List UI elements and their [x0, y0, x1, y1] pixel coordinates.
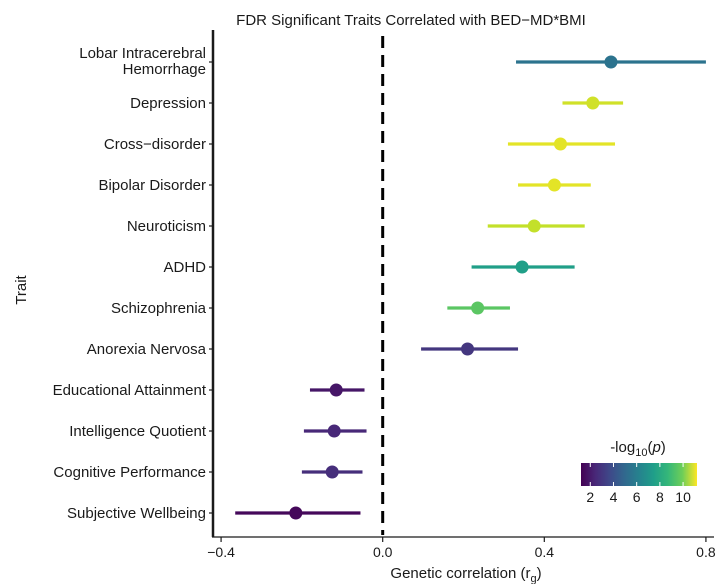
estimate-point-depression: [586, 96, 600, 110]
trait-label-anorexia-nervosa: Anorexia Nervosa: [87, 341, 207, 358]
estimate-point-cross-disorder: [553, 137, 567, 151]
trait-label-cognitive-performance: Cognitive Performance: [53, 464, 206, 481]
x-tick-label: 0.0: [373, 544, 393, 560]
estimate-point-subjective-wellbeing: [289, 506, 303, 520]
estimate-point-lobar-intracerebral-hemorrhage: [604, 55, 618, 69]
trait-label-bipolar-disorder: Bipolar Disorder: [98, 177, 206, 194]
x-tick-label: 0.4: [535, 544, 555, 560]
estimate-point-cognitive-performance: [325, 465, 339, 479]
trait-label-adhd: ADHD: [163, 259, 206, 276]
legend-ticks: 2 4 6 8 10: [586, 463, 691, 505]
x-axis-title: Genetic correlation (rg): [390, 565, 541, 584]
x-tick-label: 0.8: [696, 544, 716, 560]
estimate-point-neuroticism: [527, 219, 541, 233]
plot-area: Lobar Intracerebral Hemorrhage Depression C…: [53, 36, 706, 535]
x-tick-label: −0.4: [207, 544, 235, 560]
trait-label-schizophrenia: Schizophrenia: [111, 300, 207, 317]
legend-tick-label: 10: [675, 489, 691, 505]
trait-label-educational-attainment: Educational Attainment: [53, 382, 207, 399]
estimate-point-intelligence-quotient: [327, 424, 341, 438]
trait-label-depression: Depression: [130, 95, 206, 112]
color-legend: -log10(p) 2 4 6 8 10: [581, 439, 697, 505]
trait-label-intelligence-quotient: Intelligence Quotient: [69, 423, 207, 440]
legend-title: -log10(p): [610, 439, 666, 459]
estimate-point-schizophrenia: [471, 301, 485, 315]
estimate-point-anorexia-nervosa: [461, 342, 475, 356]
legend-tick-label: 8: [656, 489, 664, 505]
trait-label-subjective-wellbeing: Subjective Wellbeing: [67, 505, 206, 522]
estimate-point-educational-attainment: [329, 383, 343, 397]
legend-tick-label: 6: [633, 489, 641, 505]
trait-label-lobar-intracerebral-hemorrhage: Lobar Intracerebral Hemorrhage: [79, 45, 206, 78]
chart-title: FDR Significant Traits Correlated with B…: [236, 12, 586, 29]
legend-color-bar: [581, 463, 697, 486]
trait-label-neuroticism: Neuroticism: [127, 218, 206, 235]
legend-tick-label: 4: [610, 489, 618, 505]
legend-tick-label: 2: [586, 489, 594, 505]
trait-label-cross-disorder: Cross−disorder: [104, 136, 206, 153]
estimate-point-adhd: [515, 260, 529, 274]
y-axis-title: Trait: [13, 274, 30, 304]
x-axis-ticks: −0.4 0.0 0.4 0.8: [207, 537, 716, 560]
estimate-point-bipolar-disorder: [547, 178, 561, 192]
